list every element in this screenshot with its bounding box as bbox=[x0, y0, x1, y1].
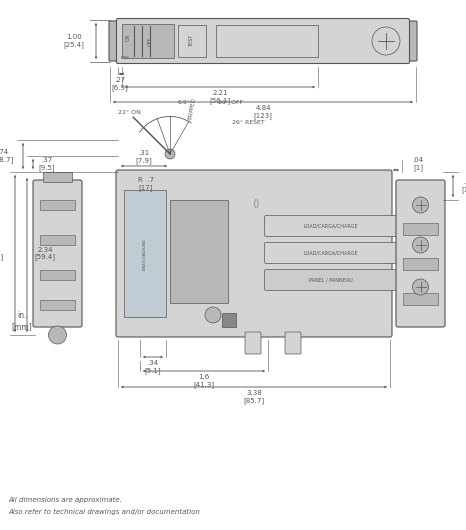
FancyBboxPatch shape bbox=[109, 21, 119, 61]
Text: 1.00
[25.4]: 1.00 [25.4] bbox=[63, 34, 84, 48]
Text: 26° RESET: 26° RESET bbox=[232, 119, 265, 125]
Text: PANEL / PANNEAU: PANEL / PANNEAU bbox=[309, 278, 353, 282]
Bar bbox=[40, 200, 75, 210]
Text: .04
[1]: .04 [1] bbox=[412, 157, 424, 171]
Text: .51
[13]: .51 [13] bbox=[462, 179, 466, 193]
Text: 6.9°: 6.9° bbox=[178, 100, 191, 104]
Bar bbox=[40, 235, 75, 245]
FancyBboxPatch shape bbox=[33, 180, 82, 327]
Circle shape bbox=[412, 237, 429, 253]
Bar bbox=[222, 313, 236, 327]
FancyBboxPatch shape bbox=[285, 332, 301, 354]
Text: 3.38
[85.7]: 3.38 [85.7] bbox=[243, 390, 265, 404]
Text: TEST: TEST bbox=[190, 35, 194, 47]
Bar bbox=[403, 293, 438, 305]
Text: Also refer to technical drawings and/or documentation: Also refer to technical drawings and/or … bbox=[8, 509, 200, 515]
Text: LINE: LINE bbox=[121, 56, 130, 60]
Text: ON: ON bbox=[125, 33, 130, 41]
Circle shape bbox=[412, 197, 429, 213]
Text: ⟨⟩: ⟨⟩ bbox=[252, 199, 260, 209]
Text: All dimensions are approximate.: All dimensions are approximate. bbox=[8, 497, 122, 503]
Bar bbox=[40, 300, 75, 310]
Text: R  .7
[17]: R .7 [17] bbox=[138, 177, 154, 191]
Text: .31
[7.9]: .31 [7.9] bbox=[136, 150, 152, 164]
Circle shape bbox=[372, 27, 400, 55]
FancyBboxPatch shape bbox=[116, 19, 410, 64]
Circle shape bbox=[400, 220, 412, 232]
Text: 2.34
[59.4]: 2.34 [59.4] bbox=[34, 246, 55, 260]
Bar bbox=[216, 25, 318, 57]
FancyBboxPatch shape bbox=[265, 269, 397, 290]
Text: OFF: OFF bbox=[148, 37, 152, 46]
Bar bbox=[122, 24, 174, 58]
FancyBboxPatch shape bbox=[245, 332, 261, 354]
Text: 2.38
[60.5]: 2.38 [60.5] bbox=[0, 246, 4, 260]
FancyBboxPatch shape bbox=[407, 21, 417, 61]
Circle shape bbox=[400, 247, 412, 259]
Text: 22° ON: 22° ON bbox=[118, 110, 141, 114]
Text: 4.84
[123]: 4.84 [123] bbox=[254, 105, 273, 119]
Text: TRIPPED: TRIPPED bbox=[188, 99, 197, 122]
Bar bbox=[170, 200, 228, 303]
Circle shape bbox=[205, 307, 221, 323]
FancyBboxPatch shape bbox=[265, 243, 397, 263]
Text: .27
[6.9]: .27 [6.9] bbox=[112, 77, 128, 91]
Circle shape bbox=[48, 326, 67, 344]
Bar bbox=[124, 190, 166, 317]
Text: LINE/LOAD/LINE: LINE/LOAD/LINE bbox=[143, 237, 147, 269]
Text: .37
[9.5]: .37 [9.5] bbox=[39, 157, 55, 171]
Circle shape bbox=[165, 149, 175, 159]
Text: 1.6
[41.3]: 1.6 [41.3] bbox=[193, 374, 214, 388]
Text: [mm]: [mm] bbox=[12, 322, 32, 331]
Bar bbox=[178, 25, 206, 57]
Bar bbox=[40, 270, 75, 280]
Text: LOAD/CARGA/CHARGE: LOAD/CARGA/CHARGE bbox=[304, 251, 358, 255]
Text: 2.21
[56.1]: 2.21 [56.1] bbox=[209, 90, 231, 104]
Text: 20° OFF: 20° OFF bbox=[218, 100, 243, 104]
Bar bbox=[403, 258, 438, 270]
FancyBboxPatch shape bbox=[116, 170, 392, 337]
Text: in.: in. bbox=[17, 311, 27, 320]
Bar bbox=[43, 172, 72, 182]
Bar bbox=[403, 223, 438, 235]
Text: .34
[5.1]: .34 [5.1] bbox=[144, 360, 161, 374]
Circle shape bbox=[412, 279, 429, 295]
Text: .74
[18.7]: .74 [18.7] bbox=[0, 149, 14, 163]
FancyBboxPatch shape bbox=[396, 180, 445, 327]
FancyBboxPatch shape bbox=[265, 216, 397, 236]
Text: LOAD/CARGA/CHARGE: LOAD/CARGA/CHARGE bbox=[304, 224, 358, 228]
